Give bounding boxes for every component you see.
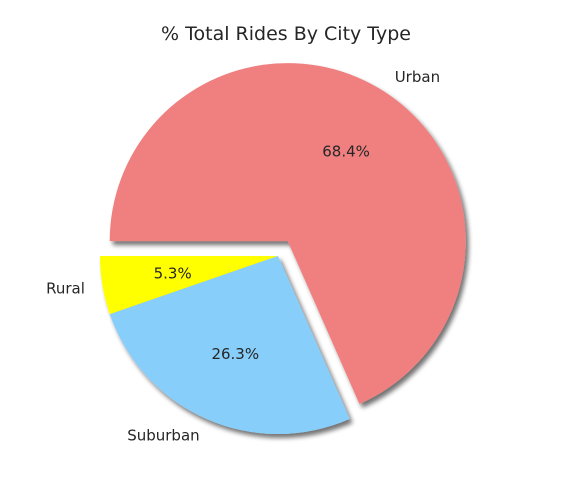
pie-labels: Rural 5.3% Suburban 26.3% Urban 68.4%: [46, 68, 440, 444]
slice-label-suburban: Suburban: [127, 426, 199, 444]
slice-label-urban: Urban: [395, 68, 440, 86]
slice-label-rural: Rural: [46, 279, 85, 297]
pie-slice-rural: [99, 256, 278, 315]
slice-pct-urban: 68.4%: [322, 143, 370, 161]
pie-slice-urban: [109, 63, 466, 404]
slice-pct-suburban: 26.3%: [211, 345, 259, 363]
pie-slices: [99, 63, 466, 434]
chart-title: % Total Rides By City Type: [161, 23, 411, 45]
slice-pct-rural: 5.3%: [154, 265, 192, 283]
pie-slice-suburban: [109, 256, 350, 434]
